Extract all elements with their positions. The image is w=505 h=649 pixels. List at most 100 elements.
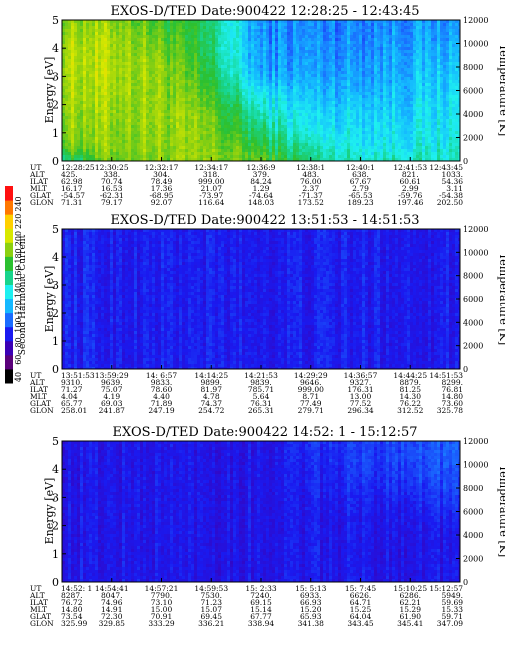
heatmap-cell [200, 83, 204, 87]
heatmap-cell [224, 146, 228, 150]
heatmap-cell [173, 53, 177, 57]
heatmap-cell [62, 29, 66, 33]
heatmap-cell [305, 80, 309, 84]
heatmap-cell [206, 104, 210, 108]
heatmap-cell [146, 77, 150, 81]
heatmap-cell [242, 86, 246, 90]
heatmap-cell [194, 92, 198, 96]
heatmap-cell [248, 92, 252, 96]
heatmap-cell [326, 152, 330, 156]
heatmap-cell [137, 56, 141, 60]
heatmap-cell [80, 128, 84, 132]
colorbar-tick-label: 140 [14, 283, 23, 298]
heatmap-cell [176, 74, 180, 78]
heatmap-cell [71, 137, 75, 141]
heatmap-cell [371, 137, 375, 141]
heatmap-cell [323, 89, 327, 93]
heatmap-cell [317, 29, 321, 33]
heatmap-cell [68, 158, 72, 161]
heatmap-cell [311, 125, 315, 129]
heatmap-cell [347, 32, 351, 36]
heatmap-cell [269, 125, 273, 129]
heatmap-cell [107, 62, 111, 66]
heatmap-cell [356, 158, 360, 161]
heatmap-cell [371, 134, 375, 138]
heatmap-cell [242, 149, 246, 153]
heatmap-cell [377, 80, 381, 84]
heatmap-cell [116, 92, 120, 96]
heatmap-cell [200, 47, 204, 51]
heatmap-cell [113, 29, 117, 33]
heatmap-cell [161, 68, 165, 72]
heatmap-cell [245, 128, 249, 132]
heatmap-cell [107, 137, 111, 141]
heatmap-cell [68, 32, 72, 36]
heatmap-cell [230, 122, 234, 126]
heatmap-cell [332, 152, 336, 156]
heatmap-cell [359, 134, 363, 138]
heatmap-cell [251, 110, 255, 114]
heatmap-cell [254, 89, 258, 93]
heatmap-cell [311, 56, 315, 60]
heatmap-cell [95, 137, 99, 141]
heatmap-cell [128, 152, 132, 156]
heatmap-cell [350, 23, 354, 27]
heatmap-cell [191, 125, 195, 129]
heatmap-cell [257, 83, 261, 87]
heatmap-cell [62, 95, 66, 99]
heatmap-cell [95, 98, 99, 102]
heatmap-cell [347, 38, 351, 42]
heatmap-cell [137, 59, 141, 63]
heatmap-cell [119, 122, 123, 126]
heatmap-cell [170, 101, 174, 105]
heatmap-cell [194, 158, 198, 161]
heatmap-cell [353, 56, 357, 60]
heatmap-cell [278, 62, 282, 66]
heatmap-cell [191, 65, 195, 69]
heatmap-cell [155, 95, 159, 99]
heatmap-cell [329, 131, 333, 135]
heatmap-cell [65, 80, 69, 84]
heatmap-cell [311, 32, 315, 36]
heatmap-cell [251, 128, 255, 132]
heatmap-cell [191, 71, 195, 75]
heatmap-cell [218, 80, 222, 84]
heatmap-cell [167, 146, 171, 150]
heatmap-cell [185, 65, 189, 69]
heatmap-cell [80, 59, 84, 63]
heatmap-cell [185, 44, 189, 48]
heatmap-cell [284, 71, 288, 75]
heatmap-cell [176, 116, 180, 120]
heatmap-cell [146, 68, 150, 72]
heatmap-cell [119, 59, 123, 63]
heatmap-cell [224, 77, 228, 81]
heatmap-cell [143, 20, 147, 24]
heatmap-cell [251, 89, 255, 93]
heatmap-cell [359, 77, 363, 81]
heatmap-cell [332, 116, 336, 120]
heatmap-cell [296, 122, 300, 126]
heatmap-cell [326, 125, 330, 129]
heatmap-cell [308, 152, 312, 156]
heatmap-cell [281, 92, 285, 96]
heatmap-cell [338, 59, 342, 63]
heatmap-cell [350, 26, 354, 30]
heatmap-cell [65, 23, 69, 27]
heatmap-cell [278, 149, 282, 153]
heatmap-cell [134, 38, 138, 42]
heatmap-cell [143, 38, 147, 42]
heatmap-cell [377, 20, 381, 24]
heatmap-cell [248, 32, 252, 36]
heatmap-cell [329, 71, 333, 75]
heatmap-cell [227, 113, 231, 117]
heatmap-cell [77, 104, 81, 108]
heatmap-cell [338, 20, 342, 24]
heatmap-cell [356, 137, 360, 141]
heatmap-cell [356, 128, 360, 132]
heatmap-cell [317, 122, 321, 126]
heatmap-cell [134, 158, 138, 161]
heatmap-cell [134, 107, 138, 111]
heatmap-cell [332, 47, 336, 51]
heatmap-cell [305, 149, 309, 153]
heatmap-cell [95, 140, 99, 144]
